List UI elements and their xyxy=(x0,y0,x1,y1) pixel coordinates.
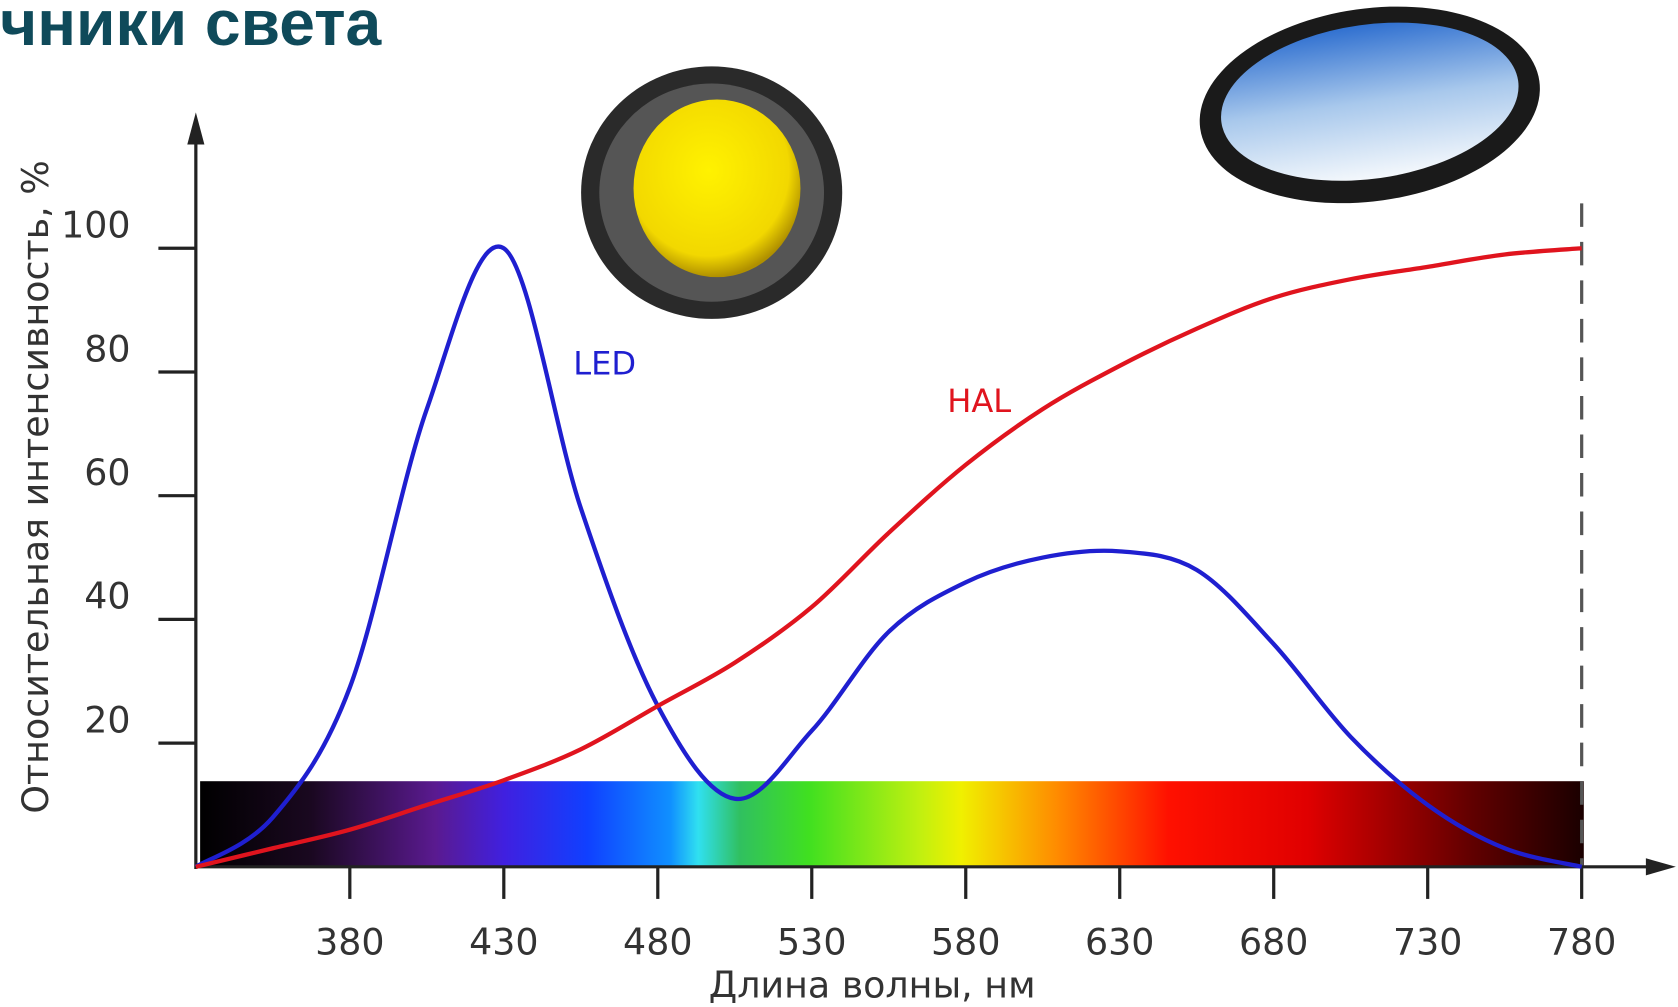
x-tick-label: 780 xyxy=(1547,921,1616,964)
x-tick-label: 530 xyxy=(777,921,846,964)
x-axis-arrow xyxy=(1646,858,1676,875)
y-tick-label: 80 xyxy=(84,327,130,370)
y-tick-label: 20 xyxy=(84,698,130,741)
spectrum-band xyxy=(200,781,1584,867)
x-axis-label: Длина волны, нм xyxy=(709,963,1036,1006)
yellow-filter-image xyxy=(581,66,842,319)
x-tick-label: 730 xyxy=(1393,921,1462,964)
y-tick-label: 40 xyxy=(84,575,130,618)
series-label: HAL xyxy=(947,382,1011,420)
series-label: LED xyxy=(573,345,636,383)
y-tick-label: 100 xyxy=(61,204,130,247)
x-tick-label: 430 xyxy=(469,921,538,964)
line-1 xyxy=(196,248,1582,867)
x-tick-label: 680 xyxy=(1239,921,1308,964)
line-0 xyxy=(196,247,1582,867)
y-axis-label: Относительная интенсивность, % xyxy=(14,160,57,813)
x-tick-label: 380 xyxy=(315,921,384,964)
page: {"chart_data": {"type": "line", "title":… xyxy=(0,0,1678,1007)
x-tick-label: 480 xyxy=(623,921,692,964)
page-title: чники света xyxy=(0,0,383,59)
y-axis-arrow xyxy=(187,112,204,144)
chart: чники света Относительная интенсивность,… xyxy=(0,0,1678,1007)
x-tick-label: 580 xyxy=(931,921,1000,964)
x-tick-label: 630 xyxy=(1085,921,1154,964)
gradual-filter-image xyxy=(1187,0,1553,224)
y-tick-label: 60 xyxy=(84,451,130,494)
